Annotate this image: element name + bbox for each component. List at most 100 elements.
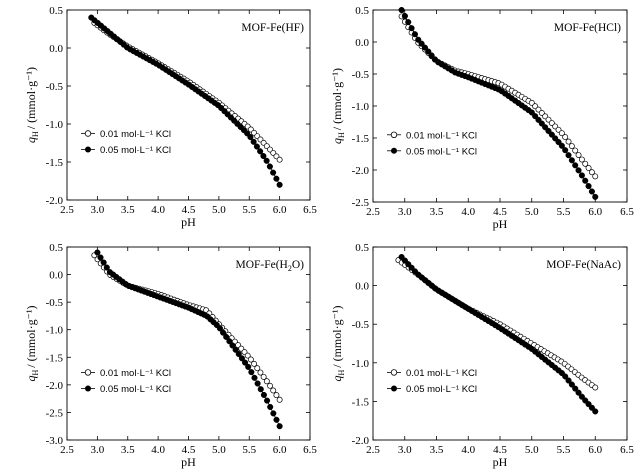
x-tick-label: 3.0 [91, 444, 105, 456]
data-point-filled [250, 138, 257, 145]
x-axis-title: pH [181, 455, 196, 469]
data-point-filled [100, 259, 107, 266]
y-tick-label: -0.5 [352, 319, 370, 331]
data-point-filled [270, 169, 277, 176]
data-point-filled [582, 177, 589, 184]
y-axis-title: qH / (mmol·g⁻¹) [24, 67, 40, 143]
x-tick-label: 3.0 [398, 206, 412, 218]
x-tick-label: 6.0 [588, 206, 602, 218]
y-axis-title: qH / (mmol·g⁻¹) [330, 305, 346, 381]
y-tick-label: 0.5 [49, 5, 63, 17]
legend-marker-filled [85, 385, 91, 392]
panel-title-end: O) [292, 259, 304, 271]
x-tick-label: 3.0 [398, 444, 412, 456]
data-point-filled [428, 52, 435, 59]
data-point-open [254, 365, 261, 372]
x-tick-label: 4.0 [461, 444, 475, 456]
data-point-open [260, 373, 267, 380]
data-point-filled [405, 19, 412, 26]
data-point-filled [565, 152, 572, 159]
y-tick-label: -2.5 [46, 407, 64, 419]
data-point-filled [247, 134, 254, 141]
plot-frame [372, 9, 628, 203]
y-axis-title: qH / (mmol·g⁻¹) [330, 68, 346, 144]
data-point-filled [411, 31, 418, 38]
data-point-filled [572, 162, 579, 169]
x-tick-label: 5.5 [557, 206, 571, 218]
data-point-filled [401, 13, 408, 20]
x-tick-label: 4.5 [182, 204, 196, 216]
x-tick-label: 3.5 [430, 444, 444, 456]
y-tick-label: -0.5 [352, 69, 370, 81]
legend-marker-filled [391, 147, 397, 154]
x-tick-label: 5.0 [212, 444, 226, 456]
y-tick-label: 0.0 [49, 43, 63, 55]
x-tick-label: 4.0 [461, 206, 475, 218]
data-point-filled [245, 363, 252, 370]
legend-marker-open [390, 369, 398, 376]
x-tick-label: 2.5 [60, 204, 74, 216]
data-point-filled [251, 374, 258, 381]
data-point-filled [418, 40, 425, 47]
x-tick-label: 4.5 [182, 444, 196, 456]
data-point-filled [415, 36, 422, 43]
y-tick-label: -1.5 [352, 133, 370, 145]
data-point-filled [408, 25, 415, 32]
y-tick-label: 0.0 [355, 281, 369, 293]
y-tick-label: -1.0 [352, 358, 370, 370]
x-tick-label: 6.0 [273, 444, 287, 456]
x-tick-label: 3.5 [121, 204, 135, 216]
data-point-filled [216, 325, 223, 332]
data-point-open [276, 396, 283, 403]
y-axis-title-unit: / (mmol·g⁻¹) [24, 67, 38, 129]
data-point-filled [264, 397, 271, 404]
y-tick-label: 0.0 [49, 270, 63, 282]
x-tick-label: 6.5 [620, 444, 634, 456]
data-point-filled [592, 408, 599, 415]
x-tick-label: 5.5 [242, 444, 256, 456]
y-tick-label: -2.5 [352, 197, 370, 209]
legend-entry: 0.01 mol·L⁻¹ KCl [100, 129, 171, 140]
y-axis-title: qH / (mmol·g⁻¹) [24, 305, 40, 381]
plot-frame [372, 246, 628, 441]
data-point-filled [263, 157, 270, 164]
data-point-open [558, 130, 565, 137]
x-tick-label: 6.0 [273, 204, 287, 216]
x-tick-label: 3.5 [121, 444, 135, 456]
data-point-filled [575, 167, 582, 174]
data-point-filled [266, 163, 273, 170]
data-point-filled [103, 264, 110, 271]
y-axis-title-subscript: H [337, 132, 346, 138]
data-point-filled [276, 181, 283, 188]
x-tick-label: 6.5 [303, 204, 317, 216]
data-point-open [562, 134, 569, 141]
chart-panel-2: 2.5 3.0 3.5 4.0 4.5 5.0 5.5 6.0 6.5 -2.5 -2.0 -1.5 -… [330, 5, 634, 231]
legend-marker-open [390, 131, 398, 138]
legend-marker-filled [85, 146, 91, 153]
legend-marker-filled [391, 385, 397, 392]
x-tick-label: 4.0 [151, 444, 165, 456]
y-tick-label: -1.0 [352, 101, 370, 113]
data-point-open [244, 352, 251, 359]
x-axis-title: pH [493, 217, 508, 231]
data-point-filled [568, 157, 575, 164]
data-point-open [565, 138, 572, 145]
series-filled [88, 14, 283, 188]
data-point-filled [257, 386, 264, 393]
legend-entry: 0.01 mol·L⁻¹ KCl [406, 368, 477, 379]
data-point-open [592, 384, 599, 391]
x-tick-label: 6.5 [303, 444, 317, 456]
legend-marker-open [84, 130, 92, 137]
y-axis-title-subscript: H [31, 370, 40, 376]
panel-title: MOF-Fe(H2O) [235, 259, 304, 273]
panel-title: MOF-Fe(HF) [241, 22, 304, 34]
data-point-open [251, 360, 258, 367]
x-tick-label: 4.5 [493, 444, 507, 456]
y-tick-label: -1.5 [46, 352, 64, 364]
data-point-filled [232, 346, 239, 353]
data-point-filled [260, 152, 267, 160]
data-point-open [585, 165, 592, 171]
data-point-open [588, 169, 595, 176]
data-point-filled [572, 385, 579, 392]
